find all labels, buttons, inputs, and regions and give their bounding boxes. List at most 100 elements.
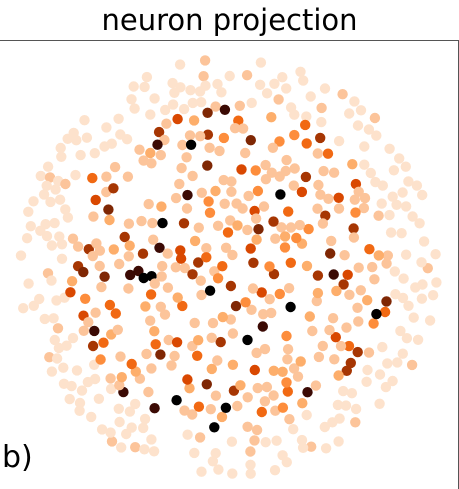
scatter-point (25, 221, 36, 232)
scatter-point (394, 153, 405, 164)
scatter-point (412, 334, 424, 345)
scatter-point (140, 301, 151, 312)
scatter-point (359, 141, 370, 152)
scatter-point (316, 102, 327, 114)
scatter-point (199, 55, 211, 66)
scatter-point (225, 215, 236, 226)
scatter-point (193, 401, 205, 412)
scatter-point (21, 233, 33, 244)
scatter-point (181, 152, 192, 163)
scatter-point (78, 325, 90, 336)
scatter-point (281, 83, 292, 94)
scatter-point (256, 287, 267, 298)
scatter-point (23, 278, 34, 289)
scatter-point (187, 97, 198, 109)
scatter-point (245, 468, 256, 479)
scatter-point (350, 207, 361, 218)
scatter-point (210, 101, 221, 112)
scatter-point (106, 436, 118, 447)
scatter-point (297, 398, 308, 409)
scatter-point (153, 126, 165, 138)
scatter-point (275, 189, 286, 200)
scatter-point (55, 142, 66, 154)
scatter-point (352, 120, 364, 131)
scatter-point (397, 187, 408, 198)
scatter-point (304, 311, 315, 322)
scatter-point (18, 303, 29, 314)
scatter-point (371, 130, 382, 141)
scatter-point (359, 159, 370, 170)
scatter-point (162, 282, 174, 293)
scatter-point (408, 312, 419, 323)
scatter-point (363, 124, 375, 135)
scatter-point (253, 224, 264, 235)
scatter-point (182, 374, 193, 385)
scatter-point (81, 132, 93, 143)
scatter-point (373, 250, 384, 261)
scatter-point (87, 172, 98, 184)
scatter-point (182, 189, 193, 201)
scatter-point (317, 218, 329, 229)
scatter-point (213, 464, 224, 475)
scatter-point (281, 330, 292, 342)
scatter-point (350, 417, 361, 428)
scatter-point (212, 220, 224, 231)
scatter-point (126, 422, 137, 433)
scatter-point (333, 192, 344, 203)
scatter-point (225, 280, 237, 292)
scatter-point (121, 134, 133, 145)
scatter-point (365, 167, 376, 179)
scatter-point (201, 243, 212, 254)
scatter-point (98, 337, 109, 348)
scatter-point (339, 250, 350, 261)
scatter-point (250, 213, 262, 224)
scatter-point (196, 289, 207, 301)
scatter-point (245, 446, 256, 457)
scatter-point (279, 231, 291, 242)
scatter-point (76, 385, 88, 396)
scatter-point (198, 71, 209, 82)
scatter-point (254, 79, 266, 91)
scatter-point (362, 295, 373, 306)
scatter-point (295, 66, 306, 78)
scatter-point (300, 171, 312, 183)
scatter-point (355, 105, 367, 116)
scatter-point (48, 313, 59, 324)
scatter-point (307, 325, 318, 337)
scatter-point (39, 313, 50, 325)
scatter-point (353, 186, 364, 197)
scatter-point (156, 271, 167, 282)
scatter-point (195, 131, 206, 142)
scatter-point (414, 218, 425, 229)
scatter-point (87, 250, 99, 262)
scatter-point (298, 75, 309, 86)
scatter-point (355, 285, 366, 296)
scatter-point (41, 180, 52, 191)
scatter-point (410, 282, 421, 293)
scatter-point (301, 138, 312, 149)
scatter-point (417, 189, 428, 201)
scatter-point (178, 103, 190, 115)
scatter-point (96, 424, 108, 435)
scatter-point (333, 370, 344, 381)
scatter-point (44, 352, 55, 363)
scatter-point (235, 380, 246, 391)
scatter-point (139, 444, 150, 455)
scatter-point (187, 269, 198, 280)
scatter-point (52, 323, 64, 334)
scatter-point (218, 174, 229, 186)
scatter-point (172, 113, 183, 125)
scatter-point (139, 413, 151, 425)
scatter-point (328, 269, 339, 280)
scatter-point (257, 321, 268, 332)
scatter-point (303, 223, 314, 235)
scatter-point (241, 70, 253, 81)
scatter-point (225, 314, 236, 325)
scatter-point (232, 400, 243, 412)
scatter-point (94, 245, 106, 256)
scatter-point (46, 275, 57, 286)
scatter-point (159, 309, 171, 320)
scatter-point (369, 112, 381, 124)
scatter-point (327, 417, 338, 428)
scatter-point (246, 97, 257, 109)
